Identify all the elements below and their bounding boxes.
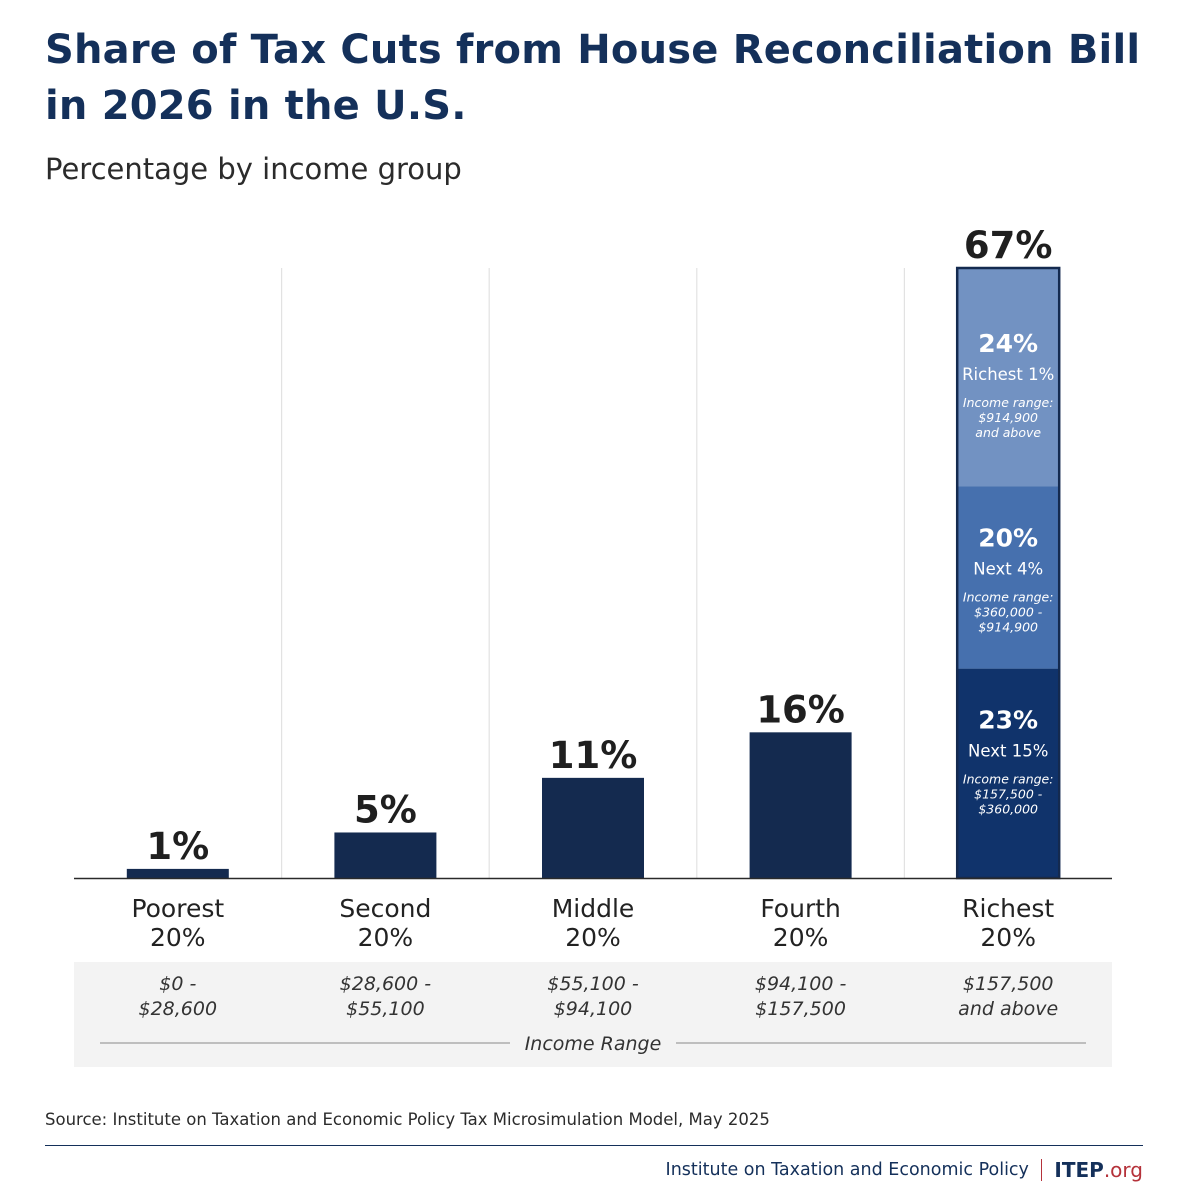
source-note: Source: Institute on Taxation and Econom… — [45, 1110, 770, 1129]
category-label: Fourth — [760, 894, 841, 923]
income-range-value: $0 - — [159, 973, 196, 995]
category-label: 20% — [150, 923, 206, 952]
bar — [749, 732, 852, 878]
footer-divider — [45, 1145, 1143, 1146]
category-label: Poorest — [131, 894, 224, 923]
category-label: Second — [339, 894, 431, 923]
footer: Institute on Taxation and Economic Polic… — [666, 1158, 1143, 1182]
stack-segment — [957, 486, 1060, 669]
bar-value-label: 5% — [354, 788, 417, 831]
segment-percent-label: 23% — [978, 706, 1038, 735]
itep-logo: ITEP.org — [1054, 1158, 1143, 1182]
income-range-value: $28,600 - — [340, 973, 432, 995]
income-range-value: and above — [958, 998, 1058, 1020]
segment-percent-label: 20% — [978, 524, 1038, 553]
category-label: 20% — [980, 923, 1036, 952]
segment-percent-label: 24% — [978, 329, 1038, 358]
income-range-value: $55,100 — [346, 998, 425, 1020]
bar-value-label: 1% — [146, 825, 209, 868]
segment-group-label: Next 4% — [973, 560, 1043, 579]
segment-range-line: $914,900 — [978, 620, 1038, 635]
bar-value-label: 67% — [964, 224, 1053, 267]
segment-group-label: Richest 1% — [962, 365, 1054, 384]
category-label: 20% — [565, 923, 621, 952]
segment-range-line: $360,000 — [978, 802, 1038, 817]
chart-title: Share of Tax Cuts from House Reconciliat… — [45, 27, 1141, 129]
income-range-value: $94,100 - — [755, 973, 847, 995]
category-label: Richest — [962, 894, 1054, 923]
category-label: 20% — [773, 923, 829, 952]
income-range-panel — [74, 962, 1112, 1067]
stack-segment — [957, 268, 1060, 487]
segment-range-line: $914,900 — [978, 410, 1038, 425]
stack-segment — [957, 668, 1060, 878]
segment-range-line: and above — [975, 425, 1041, 440]
income-range-caption: Income Range — [525, 1033, 662, 1055]
bar — [126, 868, 229, 878]
bar-value-label: 11% — [549, 734, 638, 777]
bar — [542, 777, 644, 878]
income-range-value: $94,100 — [554, 998, 633, 1020]
chart-subtitle: Percentage by income group — [45, 152, 462, 186]
income-range-value: $28,600 — [139, 998, 218, 1020]
segment-range-caption: Income range: — [963, 395, 1054, 410]
income-range-value: $157,500 — [755, 998, 846, 1020]
category-label: 20% — [358, 923, 414, 952]
footer-org-name: Institute on Taxation and Economic Polic… — [665, 1160, 1029, 1180]
category-label: Middle — [552, 894, 635, 923]
segment-range-line: $360,000 - — [974, 605, 1043, 620]
segment-group-label: Next 15% — [968, 742, 1048, 761]
segment-range-line: $157,500 - — [974, 787, 1043, 802]
income-range-value: $157,500 — [963, 973, 1054, 995]
segment-range-caption: Income range: — [963, 772, 1054, 787]
bar-value-label: 16% — [756, 688, 845, 731]
footer-separator — [1040, 1159, 1043, 1181]
income-range-value: $55,100 - — [547, 973, 639, 995]
segment-range-caption: Income range: — [963, 590, 1054, 605]
bar — [334, 832, 437, 878]
